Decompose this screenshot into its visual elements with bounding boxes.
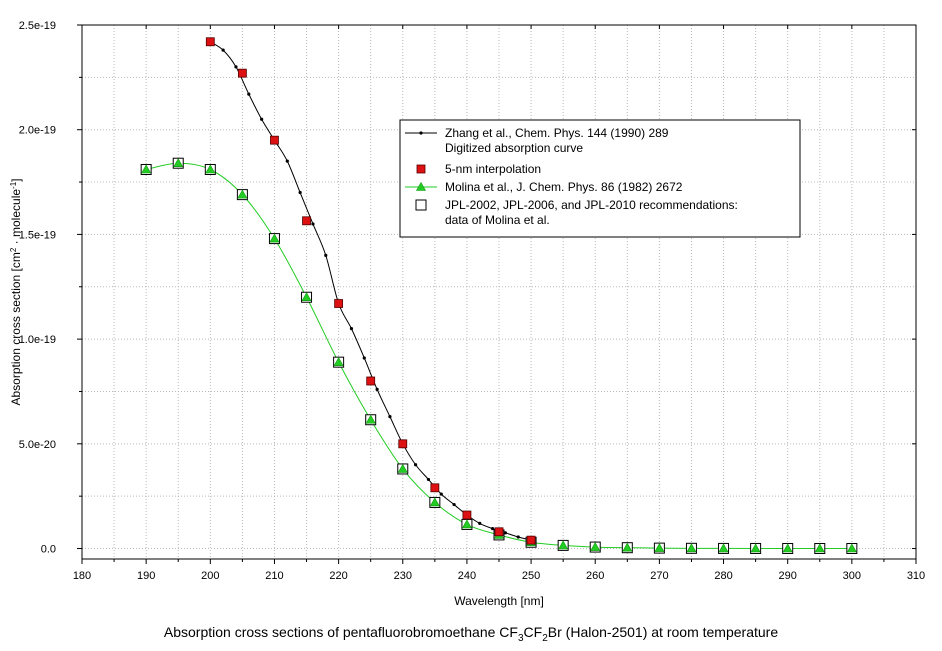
axis-ticks: 180 190 200 210 220 230 240 250 260 270 280 290 300 3… [19, 20, 925, 582]
interp-square [526, 535, 536, 545]
molina-triangle [333, 357, 344, 366]
zhang-point [426, 477, 431, 482]
molina-triangle [750, 543, 761, 553]
legend: Zhang et al., Chem. Phys. 144 (1990) 289… [399, 119, 801, 238]
zhang-point [324, 253, 328, 257]
legend-zhang-label-2: Digitized absorption curve [445, 141, 583, 155]
x-tick-label: 240 [458, 570, 476, 582]
x-tick-label: 290 [779, 570, 797, 582]
zhang-point [362, 356, 366, 360]
zhang-point [414, 463, 418, 467]
x-tick-label: 220 [329, 570, 347, 582]
molina-triangle [365, 414, 376, 424]
x-tick-label: 280 [714, 570, 732, 582]
y-tick-label: 1.5e-19 [19, 229, 56, 241]
interp-square [302, 216, 311, 226]
y-tick-label: 5.0e-20 [19, 439, 56, 451]
molina-triangle [269, 233, 280, 243]
grid [82, 25, 916, 559]
molina-triangle [173, 158, 184, 168]
caption-sub-1: 3 [517, 632, 524, 644]
interp-square [366, 376, 376, 386]
molina-triangle [205, 164, 216, 174]
molina-triangle [558, 540, 569, 550]
interp-square [205, 37, 215, 47]
legend-molina-label: Molina et al., J. Chem. Phys. 86 (1982) … [445, 180, 683, 194]
caption-prefix: Absorption cross sections of pentafluoro… [163, 624, 518, 640]
legend-jpl-label: JPL-2002, JPL-2006, and JPL-2010 recomme… [445, 198, 738, 212]
zhang-point [452, 502, 456, 507]
molina-triangle [718, 543, 729, 553]
zhang-point [388, 415, 392, 419]
x-tick-label: 190 [137, 570, 155, 582]
y-tick-label: 2.0e-19 [19, 125, 56, 137]
zhang-point [234, 65, 238, 69]
caption-suffix: Br (Halon-2501) at room temperature [547, 624, 779, 640]
zhang-point [516, 535, 520, 539]
legend-jpl-marker [415, 199, 427, 211]
interp-square [270, 135, 279, 145]
molina-triangle [782, 543, 793, 553]
x-tick-label: 300 [843, 570, 861, 582]
molina-triangle [141, 164, 152, 174]
x-tick-label: 310 [907, 570, 925, 582]
legend-molina-marker [415, 181, 427, 191]
interp-square [237, 68, 247, 78]
legend-interp-marker [416, 164, 426, 174]
molina-triangle [397, 463, 408, 473]
legend-jpl-label-2: data of Molina et al. [445, 213, 550, 227]
caption-mid: CF [523, 624, 543, 640]
molina-triangle [654, 542, 665, 552]
legend-box [399, 119, 801, 238]
molina-triangle [301, 292, 312, 302]
molina-triangle [429, 497, 440, 507]
zhang-point [503, 531, 508, 535]
zhang-point [478, 521, 482, 526]
interp-square [494, 527, 504, 537]
molina-triangle [686, 543, 697, 553]
x-tick-label: 210 [265, 570, 283, 582]
y-axis-title: Absorption cross section [cm2 · molecule… [9, 178, 24, 405]
x-tick-label: 200 [201, 570, 219, 582]
interp-square [430, 483, 440, 493]
molina-triangle [622, 542, 633, 552]
molina-triangle [814, 543, 825, 553]
legend-zhang-dot [419, 131, 423, 135]
zhang-point [221, 48, 225, 52]
x-tick-label: 260 [586, 570, 604, 582]
zhang-point [490, 527, 495, 531]
zhang-point [311, 222, 315, 226]
x-tick-label: 250 [522, 570, 540, 582]
x-tick-label: 180 [73, 570, 91, 582]
y-tick-label: 1.0e-19 [19, 334, 56, 346]
absorption-chart: 180 190 200 210 220 230 240 250 260 270 280 290 300 3… [8, 20, 926, 608]
x-axis-title: Wavelength [nm] [454, 594, 544, 608]
x-tick-label: 230 [394, 570, 412, 582]
caption-sub-2: 2 [542, 632, 548, 644]
molina-triangle [590, 541, 601, 551]
interp-square [398, 439, 408, 449]
zhang-point [375, 387, 379, 391]
molina-triangle [846, 543, 857, 553]
x-tick-label: 270 [650, 570, 668, 582]
legend-zhang-label: Zhang et al., Chem. Phys. 144 (1990) 289 [445, 126, 669, 140]
zhang-point [260, 117, 264, 121]
zhang-point [247, 92, 251, 96]
legend-interp-label: 5-nm interpolation [445, 162, 541, 176]
y-tick-label: 2.5e-19 [19, 20, 56, 32]
molina-triangle [461, 519, 472, 529]
interp-square [462, 510, 472, 520]
y-tick-label: 0.0 [41, 544, 56, 556]
interp-square [334, 299, 344, 308]
zhang-point [298, 190, 302, 195]
zhang-point [285, 159, 289, 163]
series-layer [140, 37, 858, 555]
molina-triangle [237, 189, 248, 199]
zhang-point [349, 327, 354, 331]
zhang-point [439, 492, 443, 496]
figure-caption: Absorption cross sections of pentafluoro… [0, 624, 942, 644]
